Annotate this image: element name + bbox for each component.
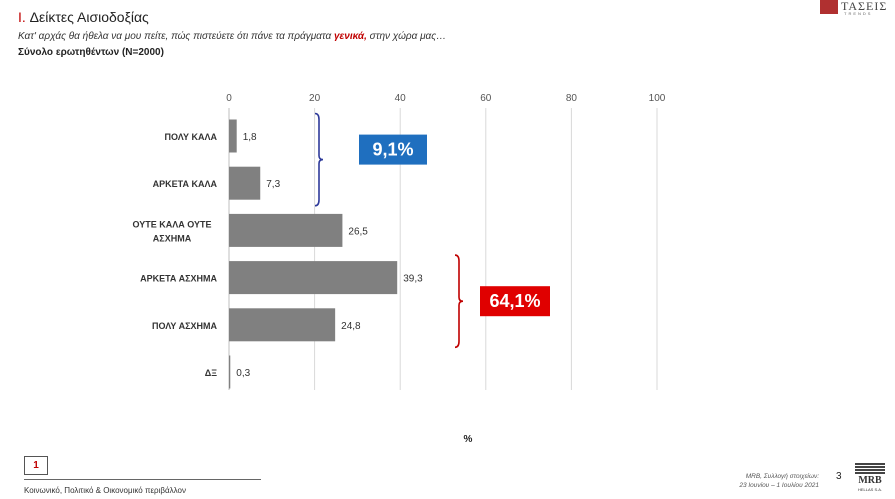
- question-after: στην χώρα μας…: [366, 31, 447, 42]
- source-line-1: MRB, Συλλογή στοιχείων:: [745, 473, 819, 480]
- bar: [229, 166, 261, 200]
- category-label: ΠΟΛΥ ΚΑΛΑ: [165, 132, 218, 142]
- category-label: ΟΥΤΕ ΚΑΛΑ ΟΥΤΕ ΑΣΧΗΜΑ: [132, 219, 211, 243]
- x-tick-label: 100: [649, 93, 666, 104]
- data-label: 1,8: [243, 132, 257, 143]
- group-total-box: [359, 134, 427, 165]
- question-text: Κατ' αρχάς θα ήθελα να μου πείτε, πώς πι…: [18, 31, 446, 42]
- mrb-logo: MRB HELLAS S.A.: [855, 463, 885, 493]
- title-text: Δείκτες Αισιοδοξίας: [29, 9, 149, 25]
- question-before: Κατ' αρχάς θα ήθελα να μου πείτε, πώς πι…: [18, 31, 334, 42]
- footer-section: Κοινωνικό, Πολιτικό & Οικονομικό περιβάλ…: [24, 486, 186, 495]
- x-tick-label: 20: [309, 93, 321, 104]
- category-label-line: ΠΟΛΥ ΑΣΧΗΜΑ: [152, 321, 218, 331]
- x-tick-label: 0: [226, 93, 232, 104]
- group-total-box: [480, 286, 550, 317]
- group-bracket: [314, 112, 324, 207]
- category-label-line: ΠΟΛΥ ΚΑΛΑ: [165, 132, 218, 142]
- footer-divider: [24, 479, 261, 480]
- category-label: ΑΡΚΕΤΑ ΑΣΧΗΜΑ: [140, 274, 217, 284]
- x-tick-label: 40: [395, 93, 407, 104]
- x-tick-label: 80: [566, 93, 578, 104]
- source-line-2: 23 Ιουνίου – 1 Ιουλίου 2021: [739, 482, 819, 489]
- group-total-label: 9,1%: [372, 140, 413, 160]
- bar: [229, 308, 336, 342]
- source-note: MRB, Συλλογή στοιχείων: 23 Ιουνίου – 1 Ιο…: [739, 472, 819, 490]
- logo-square-icon: [820, 0, 838, 14]
- bar: [229, 213, 343, 247]
- bar: [229, 261, 398, 295]
- logo-tagline: TRENDS: [844, 11, 873, 16]
- category-label-line: ΑΣΧΗΜΑ: [153, 233, 192, 243]
- data-label: 39,3: [403, 274, 423, 285]
- page-number: 3: [836, 471, 842, 482]
- x-tick-label: 60: [480, 93, 492, 104]
- data-label: 7,3: [266, 179, 280, 190]
- group-total-label: 64,1%: [489, 291, 540, 311]
- category-label: ΠΟΛΥ ΑΣΧΗΜΑ: [152, 321, 218, 331]
- category-label-line: ΔΞ: [205, 368, 217, 378]
- title-number: I.: [18, 9, 26, 25]
- question-highlight: γενικά,: [333, 31, 367, 42]
- category-label-line: ΟΥΤΕ ΚΑΛΑ ΟΥΤΕ: [132, 219, 211, 229]
- taseis-logo: ΤΑΣΕΙΣ TRENDS: [820, 0, 886, 16]
- x-axis-label: %: [464, 434, 473, 445]
- data-label: 26,5: [348, 226, 368, 237]
- data-label: 0,3: [236, 368, 250, 379]
- data-label: 24,8: [341, 321, 361, 332]
- page-box: 1: [24, 456, 48, 475]
- category-label: ΔΞ: [205, 368, 217, 378]
- bar: [229, 119, 237, 153]
- mrb-logo-sub: HELLAS S.A.: [857, 487, 882, 492]
- category-label-line: ΑΡΚΕΤΑ ΚΑΛΑ: [153, 179, 218, 189]
- logo-name: ΤΑΣΕΙΣ: [841, 0, 888, 13]
- base-text: Σύνολο ερωτηθέντων (N=2000): [18, 47, 164, 58]
- bar: [229, 355, 231, 389]
- page-title: I. Δείκτες Αισιοδοξίας: [18, 9, 149, 25]
- category-label: ΑΡΚΕΤΑ ΚΑΛΑ: [153, 179, 218, 189]
- mrb-logo-name: MRB: [855, 475, 885, 486]
- category-label-line: ΑΡΚΕΤΑ ΑΣΧΗΜΑ: [140, 274, 217, 284]
- group-bracket: [454, 254, 464, 349]
